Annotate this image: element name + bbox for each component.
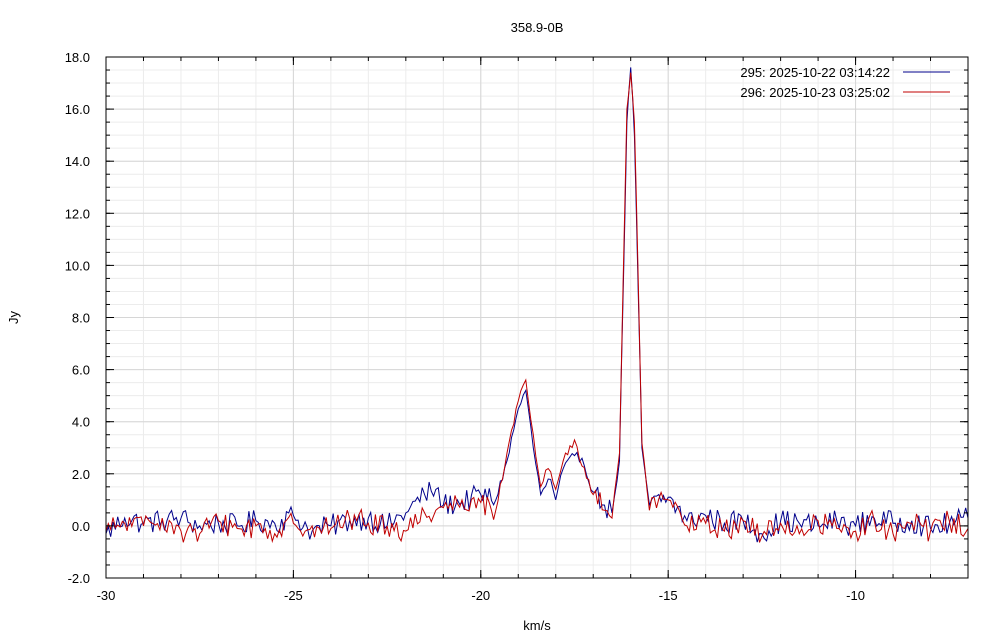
y-tick-label: 0.0 [72, 519, 90, 534]
legend: 295: 2025-10-22 03:14:22 296: 2025-10-23 … [740, 65, 950, 100]
y-tick-label: 4.0 [72, 415, 90, 430]
axis-ticks: -30 -25 -20 -15 -10 -2.0 0.0 2.0 4.0 6.0 8.0 10.0 12… [65, 50, 969, 603]
y-tick-label: -2.0 [68, 571, 90, 586]
series-lines [105, 67, 969, 544]
x-tick-label: -25 [284, 588, 303, 603]
x-tick-label: -30 [97, 588, 116, 603]
series-line-2 [105, 72, 969, 544]
y-tick-label: 10.0 [65, 258, 90, 273]
grid [105, 56, 969, 579]
y-tick-label: 6.0 [72, 363, 90, 378]
legend-entry-label: 296: 2025-10-23 03:25:02 [740, 85, 890, 100]
y-tick-label: 14.0 [65, 154, 90, 169]
legend-entry-label: 295: 2025-10-22 03:14:22 [740, 65, 890, 80]
x-tick-label: -15 [659, 588, 678, 603]
y-tick-label: 2.0 [72, 467, 90, 482]
y-axis-label: Jy [6, 311, 21, 325]
chart-title: 358.9-0B [511, 20, 564, 35]
y-tick-label: 18.0 [65, 50, 90, 65]
x-axis-label: km/s [523, 618, 551, 633]
y-tick-label: 16.0 [65, 102, 90, 117]
x-tick-label: -10 [846, 588, 865, 603]
y-tick-label: 12.0 [65, 206, 90, 221]
x-tick-label: -20 [471, 588, 490, 603]
y-tick-label: 8.0 [72, 311, 90, 326]
